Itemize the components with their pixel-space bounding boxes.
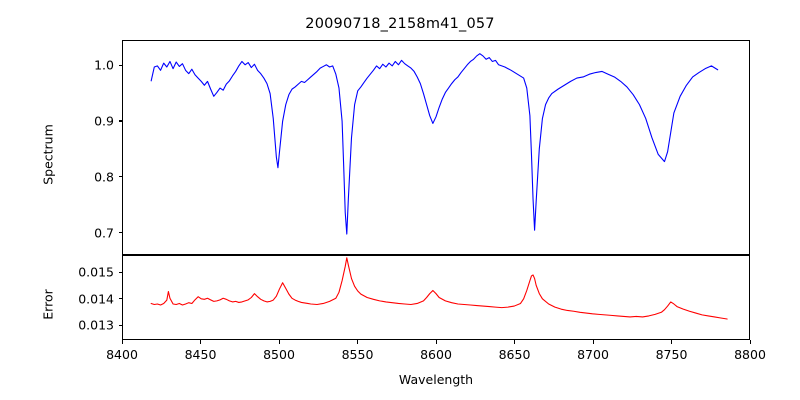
spectrum-panel: [122, 40, 750, 255]
x-tick-mark: [278, 340, 280, 344]
x-tick-label: 8700: [577, 347, 609, 362]
x-tick-mark: [357, 340, 359, 344]
error-y-axis-label: Error: [40, 289, 56, 320]
error-y-tick-mark: [118, 271, 122, 273]
spectrum-y-tick-mark: [118, 120, 122, 122]
x-tick-label: 8800: [734, 347, 766, 362]
x-tick-mark: [514, 340, 516, 344]
spectrum-y-tick-label: 0.8: [94, 169, 114, 185]
chart-title: 20090718_2158m41_057: [305, 16, 495, 32]
spectrum-y-tick-mark: [118, 232, 122, 234]
error-panel: [122, 255, 750, 340]
x-tick-label: 8400: [106, 347, 138, 362]
error-y-tick-label: 0.014: [78, 291, 114, 307]
x-tick-mark: [671, 340, 673, 344]
x-tick-label: 8550: [341, 347, 374, 362]
error-y-tick-mark: [118, 324, 122, 326]
error-y-tick-mark: [118, 298, 122, 300]
x-tick-mark: [749, 340, 751, 344]
spectrum-y-tick-label: 1.0: [94, 57, 114, 73]
x-tick-mark: [592, 340, 594, 344]
x-tick-label: 8650: [498, 347, 531, 362]
x-tick-label: 8500: [263, 347, 295, 362]
spectrum-line: [150, 53, 719, 235]
spectrum-y-tick-label: 0.9: [94, 113, 114, 129]
x-tick-label: 8450: [184, 347, 217, 362]
x-tick-mark: [435, 340, 437, 344]
x-axis-label: Wavelength: [398, 372, 474, 387]
x-tick-mark: [200, 340, 202, 344]
error-y-tick-label: 0.015: [78, 264, 114, 280]
x-tick-mark: [121, 340, 123, 344]
x-tick-label: 8750: [655, 347, 688, 362]
spectrum-y-tick-mark: [118, 176, 122, 178]
error-line: [150, 257, 728, 320]
x-tick-label: 8600: [420, 347, 452, 362]
spectrum-y-axis-label: Spectrum: [40, 124, 56, 185]
error-y-tick-label: 0.013: [78, 317, 114, 333]
spectrum-y-tick-mark: [118, 64, 122, 66]
spectrum-y-tick-label: 0.7: [94, 225, 114, 241]
